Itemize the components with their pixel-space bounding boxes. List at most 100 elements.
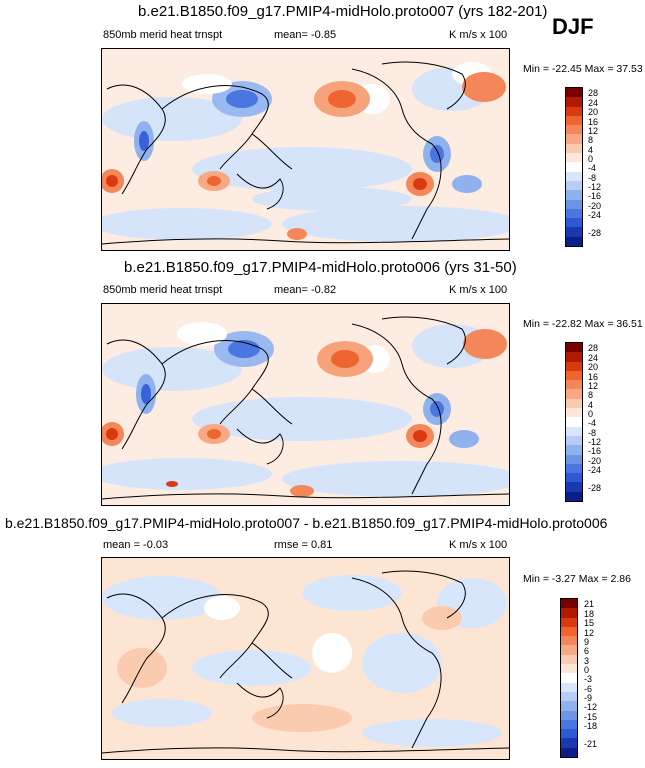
panel-1-colorbar-label: 12 <box>588 126 599 136</box>
panel-2-contour-field <box>102 304 509 505</box>
panel-1-colorbar-swatch <box>566 115 582 126</box>
panel-2-title: b.e21.B1850.f09_g17.PMIP4-midHolo.proto0… <box>124 259 517 276</box>
panel-3-colorbar-swatch <box>561 738 577 748</box>
panel-2-colorbar-swatch <box>566 389 582 399</box>
panel-3-rmse-label: rmse = 0.81 <box>274 539 333 551</box>
panel-1-contour-field <box>102 49 509 250</box>
panel-2-colorbar-label: -12 <box>588 437 602 447</box>
panel-1-colorbar-swatch <box>566 143 582 154</box>
panel-1-colorbar-swatch <box>566 106 582 116</box>
panel-3-colorbar-swatch <box>561 729 577 739</box>
panel-2-map <box>101 303 510 506</box>
panel-2-colorbar-swatch <box>566 352 582 362</box>
panel-1-colorbar-label: 16 <box>588 117 599 127</box>
panel-2-colorbar-swatch <box>566 426 582 436</box>
panel-1-colorbar-swatch <box>566 162 582 172</box>
panel-3-colorbar-label: -3 <box>584 674 593 684</box>
panel-3-colorbar-swatch <box>561 617 577 627</box>
panel-2-colorbar-label: -24 <box>588 465 602 475</box>
panel-1-colorbar-swatch <box>566 218 582 228</box>
panel-3-colorbar-swatch <box>561 691 577 702</box>
panel-1-colorbar-swatch <box>566 227 582 237</box>
panel-1-title: b.e21.B1850.f09_g17.PMIP4-midHolo.proto0… <box>138 3 548 20</box>
panel-3-colorbar-swatch <box>561 747 577 758</box>
panel-1-colorbar-swatch <box>566 236 582 247</box>
panel-2-colorbar-swatch <box>566 398 582 409</box>
panel-2-minmax: Min = -22.82 Max = 36.51 <box>523 318 643 330</box>
panel-3-colorbar-swatch <box>561 710 577 720</box>
panel-3-map <box>101 557 510 760</box>
panel-2-colorbar-swatch <box>566 454 582 464</box>
panel-3-colorbar-swatch <box>561 654 577 665</box>
panel-2-colorbar-swatch <box>566 408 582 418</box>
panel-1-colorbar-swatch <box>566 208 582 219</box>
panel-2-colorbar-swatch <box>566 361 582 371</box>
panel-3-colorbar-label: -21 <box>584 739 598 749</box>
season-label: DJF <box>552 14 594 39</box>
panel-2-colorbar-label: 16 <box>588 372 599 382</box>
panel-3-colorbar-label: 9 <box>584 637 590 647</box>
panel-2-colorbar-swatch <box>566 445 582 455</box>
panel-1-colorbar-label: 0 <box>588 154 594 164</box>
panel-1-colorbar-label: -28 <box>588 228 602 238</box>
panel-3-colorbar-swatch <box>561 719 577 730</box>
panel-2-colorbar-label: -16 <box>588 446 602 456</box>
panel-1-colorbar-swatch <box>566 199 582 209</box>
panel-1-colorbar-swatch <box>566 190 582 200</box>
panel-3-colorbar-label: -12 <box>584 702 598 712</box>
panel-1-colorbar-label: -12 <box>588 182 602 192</box>
panel-2-colorbar-label: -8 <box>588 428 597 438</box>
panel-1-colorbar-label: 24 <box>588 98 599 108</box>
panel-1-units-label: K m/s x 100 <box>449 29 508 41</box>
panel-3-colorbar-label: 0 <box>584 665 590 675</box>
panel-1-colorbar-label: -16 <box>588 191 602 201</box>
panel-1-colorbar-swatch <box>566 97 582 107</box>
panel-1-colorbar-swatch <box>566 125 582 135</box>
panel-3-colorbar-swatch <box>561 626 577 637</box>
panel-1-colorbar-swatch <box>566 134 582 144</box>
panel-2-colorbar-label: -4 <box>588 418 597 428</box>
panel-2-colorbar-swatch <box>566 417 582 427</box>
panel-3-colorbar-swatch <box>561 608 577 618</box>
panel-2-units-label: K m/s x 100 <box>449 284 508 296</box>
panel-3-colorbar-swatch <box>561 682 577 692</box>
panel-3-colorbar-label: 6 <box>584 646 590 656</box>
panel-2-colorbar-swatch <box>566 473 582 483</box>
panel-2-mean-label: mean= -0.82 <box>274 284 337 296</box>
panel-3-colorbar-swatch <box>561 645 577 655</box>
panel-1-colorbar-label: -4 <box>588 163 597 173</box>
panel-1-colorbar-label: 20 <box>588 107 599 117</box>
panel-2-colorbar-label: 24 <box>588 353 599 363</box>
panel-1-colorbar-label: 8 <box>588 135 594 145</box>
panel-3-colorbar-label: 3 <box>584 656 590 666</box>
panel-2-variable-label: 850mb merid heat trnspt <box>103 284 223 296</box>
panel-1-minmax: Min = -22.45 Max = 37.53 <box>523 63 643 75</box>
panel-2-colorbar-swatch <box>566 343 582 353</box>
panel-1-colorbar-label: 28 <box>588 88 599 98</box>
panel-1-colorbar-swatch <box>566 180 582 191</box>
panel-1-colorbar-label: -8 <box>588 173 597 183</box>
panel-2-colorbar-swatch <box>566 491 582 502</box>
panel-3-title: b.e21.B1850.f09_g17.PMIP4-midHolo.proto0… <box>5 515 608 531</box>
panel-3-colorbar-swatch <box>561 701 577 711</box>
panel-2-colorbar-swatch <box>566 370 582 381</box>
panel-2-colorbar-label: 0 <box>588 409 594 419</box>
panel-1-map <box>101 48 510 251</box>
panel-2-colorbar-label: 4 <box>588 400 594 410</box>
panel-2-colorbar-swatch <box>566 463 582 474</box>
panel-3-colorbar-label: -18 <box>584 721 598 731</box>
panel-1-colorbar-swatch <box>566 153 582 163</box>
panel-3-colorbar-label: 18 <box>584 609 595 619</box>
panel-2-colorbar-label: 28 <box>588 343 599 353</box>
panel-3-minmax: Min = -3.27 Max = 2.86 <box>523 573 631 585</box>
panel-3-mean-label: mean = -0.03 <box>103 539 169 551</box>
panel-3-colorbar-swatch <box>561 664 577 674</box>
panel-3-contour-field <box>102 558 509 759</box>
panel-3-colorbar-swatch <box>561 636 577 646</box>
panel-3-colorbar-label: 12 <box>584 628 595 638</box>
panel-2-colorbar-swatch <box>566 380 582 390</box>
panel-1-mean-label: mean= -0.85 <box>274 29 337 41</box>
panel-3-colorbar-label: -6 <box>584 684 593 694</box>
panel-1-colorbar-label: 4 <box>588 145 594 155</box>
panel-1-colorbar <box>565 87 583 247</box>
